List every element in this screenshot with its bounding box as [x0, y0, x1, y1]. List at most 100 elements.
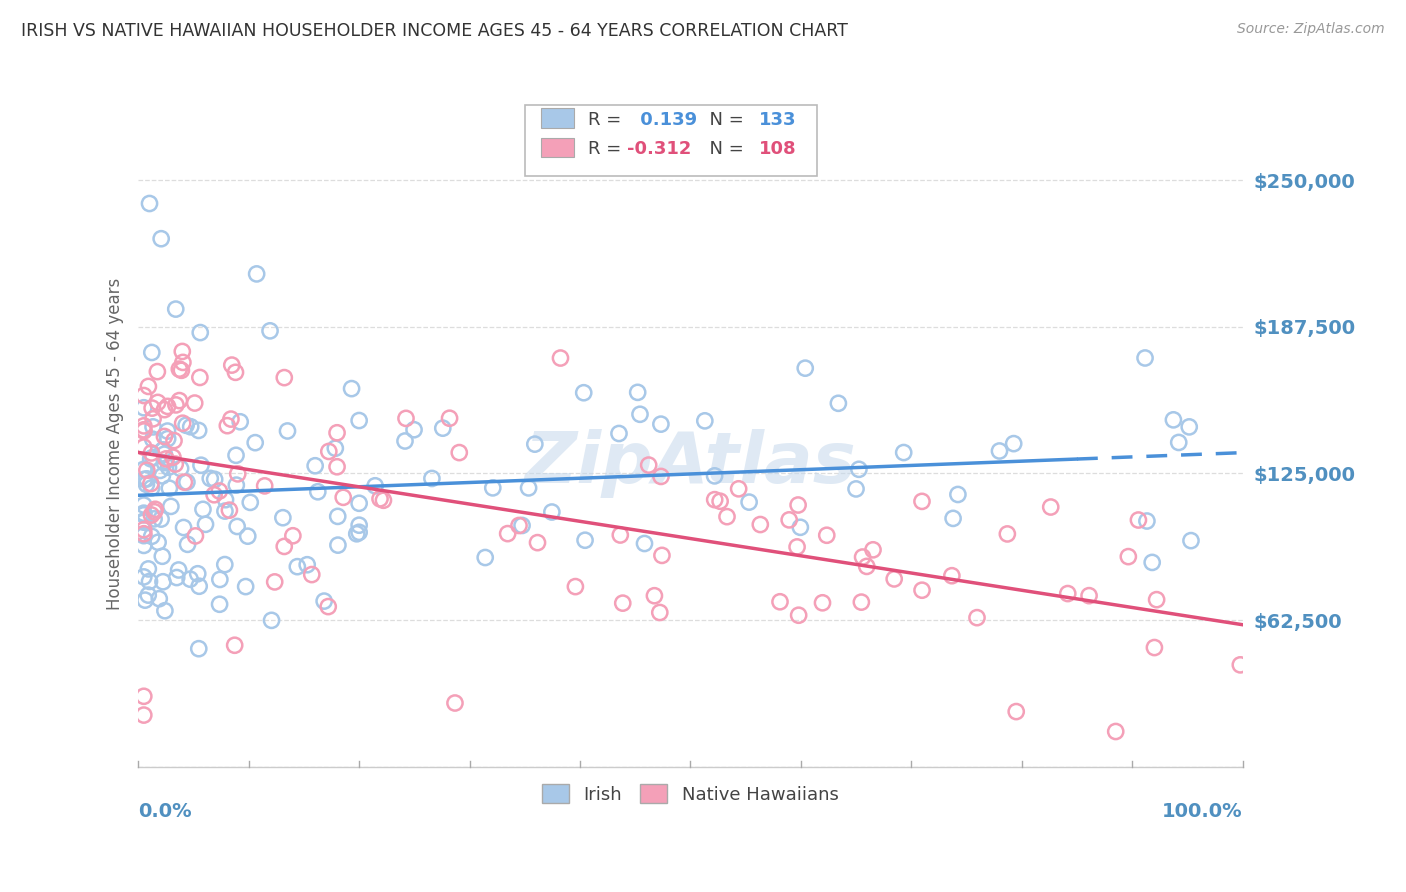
Point	[510, 518, 533, 533]
Point	[541, 505, 564, 519]
Point	[236, 529, 259, 543]
Point	[139, 451, 162, 466]
Point	[1180, 533, 1202, 548]
Point	[347, 525, 370, 540]
Point	[208, 597, 231, 611]
Point	[347, 413, 370, 427]
Point	[263, 574, 285, 589]
Point	[273, 540, 295, 554]
FancyBboxPatch shape	[524, 105, 817, 177]
Point	[607, 426, 630, 441]
Point	[855, 559, 877, 574]
Point	[218, 503, 240, 517]
Point	[134, 593, 156, 607]
Point	[132, 401, 155, 415]
Point	[439, 411, 461, 425]
Point	[627, 385, 650, 400]
Point	[1056, 586, 1078, 600]
Point	[650, 469, 672, 483]
Point	[214, 492, 236, 507]
Text: 0.139: 0.139	[634, 112, 697, 129]
Point	[727, 482, 749, 496]
Legend: Irish, Native Hawaiians: Irish, Native Hawaiians	[533, 775, 848, 813]
Point	[188, 370, 211, 384]
Point	[523, 437, 546, 451]
Point	[301, 567, 323, 582]
Point	[281, 529, 304, 543]
Point	[172, 416, 194, 430]
Point	[273, 370, 295, 384]
Point	[141, 508, 163, 522]
Point	[276, 424, 298, 438]
Point	[146, 535, 169, 549]
Point	[326, 509, 349, 524]
Point	[226, 467, 249, 481]
Y-axis label: Householder Income Ages 45 - 64 years: Householder Income Ages 45 - 64 years	[107, 278, 124, 610]
Point	[132, 538, 155, 552]
Point	[1163, 413, 1185, 427]
Point	[172, 344, 194, 359]
Point	[149, 463, 172, 477]
Point	[224, 365, 246, 379]
Point	[496, 526, 519, 541]
Point	[146, 365, 169, 379]
Point	[235, 580, 257, 594]
Point	[332, 491, 354, 505]
Point	[1140, 556, 1163, 570]
Point	[848, 462, 870, 476]
Point	[703, 468, 725, 483]
Point	[911, 583, 934, 598]
Point	[132, 528, 155, 542]
Point	[789, 520, 811, 534]
Point	[169, 393, 191, 408]
Text: 0.0%: 0.0%	[138, 802, 191, 822]
Point	[167, 563, 190, 577]
Point	[1146, 592, 1168, 607]
Point	[176, 475, 198, 489]
Point	[395, 411, 418, 425]
Text: ZipAtlas: ZipAtlas	[524, 429, 856, 498]
Point	[138, 196, 160, 211]
Point	[295, 558, 318, 572]
Point	[941, 568, 963, 582]
Point	[260, 613, 283, 627]
Point	[394, 434, 416, 448]
Point	[432, 421, 454, 435]
Point	[373, 493, 395, 508]
Point	[134, 472, 156, 486]
Point	[650, 417, 672, 431]
Point	[946, 487, 969, 501]
Point	[194, 517, 217, 532]
Point	[778, 513, 800, 527]
Point	[162, 450, 184, 465]
Point	[142, 432, 165, 446]
Point	[1118, 549, 1140, 564]
Point	[738, 495, 761, 509]
Point	[183, 396, 205, 410]
Point	[326, 538, 349, 552]
Point	[364, 479, 387, 493]
Point	[132, 440, 155, 454]
Point	[444, 696, 467, 710]
Point	[1078, 589, 1101, 603]
Point	[508, 518, 530, 533]
Point	[481, 481, 503, 495]
Point	[368, 491, 391, 506]
Point	[271, 510, 294, 524]
Point	[135, 463, 157, 477]
Point	[693, 414, 716, 428]
Point	[173, 475, 195, 490]
Point	[572, 385, 595, 400]
Point	[709, 494, 731, 508]
Point	[326, 425, 349, 440]
Point	[316, 599, 339, 614]
Point	[420, 471, 443, 485]
Point	[169, 362, 191, 376]
Point	[786, 540, 808, 554]
Point	[643, 589, 665, 603]
Point	[326, 459, 349, 474]
Point	[942, 511, 965, 525]
Point	[143, 512, 166, 526]
Point	[132, 708, 155, 723]
Point	[1005, 705, 1028, 719]
